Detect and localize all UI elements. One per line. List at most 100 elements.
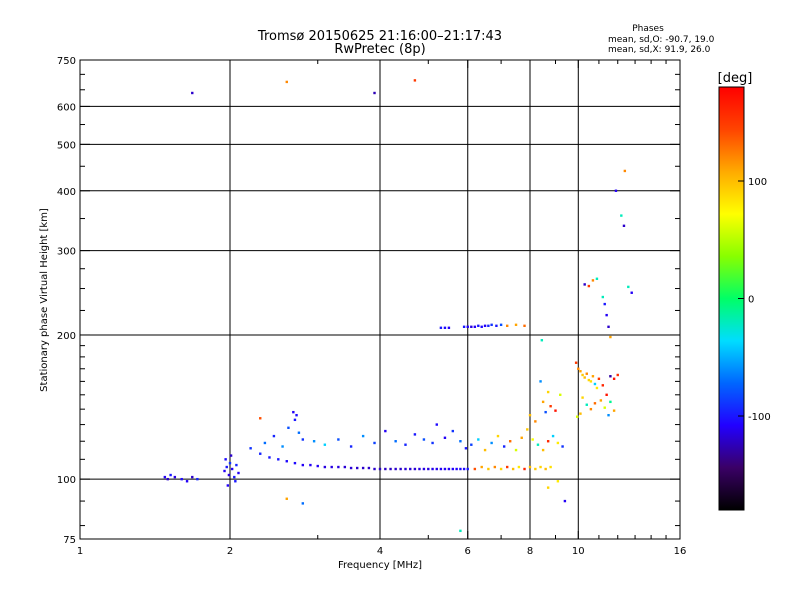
data-point — [191, 475, 194, 479]
data-point — [593, 382, 597, 386]
data-point — [483, 324, 487, 328]
data-point — [480, 465, 483, 469]
data-point — [549, 465, 552, 469]
data-point — [435, 467, 438, 471]
data-point — [180, 477, 183, 481]
y-tick-label: 75 — [63, 535, 76, 546]
data-point — [373, 441, 376, 445]
data-point — [323, 465, 327, 469]
data-point — [595, 277, 599, 280]
x-tick-label: 8 — [527, 546, 533, 557]
data-point — [627, 285, 630, 289]
data-point — [272, 434, 276, 438]
data-point — [593, 402, 597, 405]
data-point — [523, 467, 526, 471]
data-point — [225, 465, 228, 469]
data-point — [490, 323, 493, 327]
data-point — [464, 447, 468, 450]
data-point — [422, 438, 426, 441]
x-axis-label: Frequency [MHz] — [338, 560, 422, 571]
data-point — [234, 480, 237, 483]
data-point — [589, 380, 593, 383]
data-point — [581, 396, 584, 399]
data-point — [431, 441, 434, 445]
data-point — [470, 443, 473, 446]
data-point — [224, 458, 227, 461]
colorbar-tick-label: -100 — [748, 412, 771, 423]
y-tick-label: 500 — [57, 140, 76, 151]
data-point — [514, 448, 518, 452]
data-point — [447, 326, 451, 330]
data-point — [528, 465, 532, 469]
y-axis-label: Stationary phase Virtual Height [km] — [39, 208, 50, 392]
colorbar-ticks: 100 0 -100 — [738, 177, 771, 423]
data-point — [404, 467, 407, 471]
y-tick-label: 100 — [57, 475, 76, 486]
y-tick-label: 400 — [57, 187, 76, 198]
data-point — [499, 467, 503, 471]
data-point — [487, 324, 490, 328]
data-point — [443, 467, 447, 471]
data-point — [607, 413, 610, 417]
data-point — [534, 420, 537, 423]
data-point — [531, 438, 534, 441]
data-point — [337, 465, 340, 469]
data-point — [473, 325, 477, 329]
y-tick-label: 750 — [57, 56, 76, 67]
data-point — [609, 335, 612, 339]
data-point — [579, 370, 582, 373]
x-tick-label: 16 — [674, 546, 687, 557]
data-point — [526, 428, 529, 431]
colorbar-tick-label: 0 — [748, 295, 754, 306]
data-point — [237, 471, 240, 475]
x-tick-label: 4 — [377, 546, 383, 557]
data-point — [166, 477, 169, 481]
chart-subtitle: RwPretec (8p) — [334, 42, 425, 57]
data-point — [496, 434, 500, 438]
data-point — [235, 463, 238, 467]
data-point — [163, 475, 167, 479]
data-point — [462, 467, 466, 471]
data-point — [455, 467, 458, 471]
data-point — [477, 324, 480, 328]
chart-title: Tromsø 20150625 21:16:00–21:17:43 — [257, 29, 502, 44]
data-point — [323, 443, 327, 446]
data-point — [459, 440, 462, 443]
data-point — [373, 91, 376, 95]
data-point — [499, 323, 503, 327]
data-point — [459, 467, 462, 471]
data-point — [603, 302, 606, 306]
data-point — [623, 169, 627, 173]
data-point — [451, 467, 455, 471]
data-point — [585, 403, 588, 406]
x-tick-label: 6 — [465, 546, 471, 557]
data-point — [470, 325, 473, 329]
data-point — [514, 323, 518, 327]
data-point — [384, 429, 387, 433]
data-point — [349, 466, 353, 470]
data-point — [493, 465, 497, 469]
data-point — [517, 465, 521, 469]
data-point — [459, 529, 462, 533]
data-point — [301, 502, 305, 505]
y-tick-label: 300 — [57, 247, 76, 258]
data-point — [223, 469, 226, 473]
data-point — [413, 467, 417, 471]
data-point — [579, 412, 582, 415]
data-point — [413, 433, 417, 436]
data-point — [312, 440, 316, 443]
data-point — [511, 467, 515, 471]
data-point — [293, 418, 297, 422]
data-point — [505, 324, 509, 328]
data-point — [435, 423, 438, 426]
data-point — [226, 484, 230, 487]
data-point — [556, 480, 560, 483]
data-point — [185, 480, 189, 483]
data-point — [447, 467, 451, 471]
data-point — [443, 436, 447, 439]
data-point — [337, 438, 340, 441]
data-point — [563, 499, 567, 503]
axis-ticks: 1 2 4 6 8 10 16 75 100 200 300 400 500 600 750 — [57, 56, 686, 557]
data-point — [583, 376, 586, 379]
